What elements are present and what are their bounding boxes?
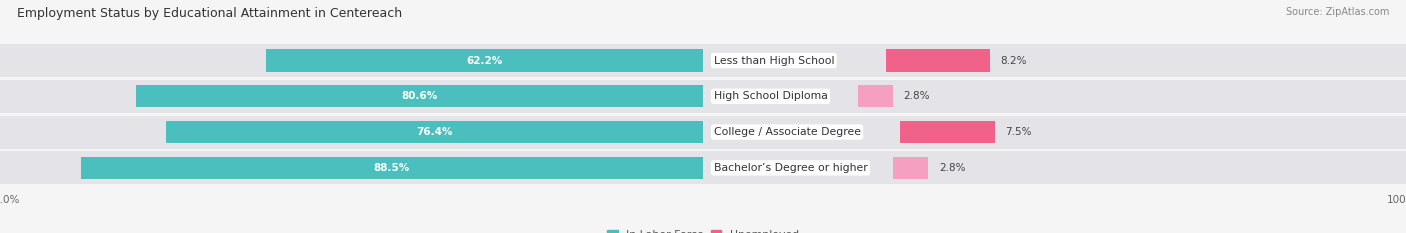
Text: 2.8%: 2.8% — [904, 91, 931, 101]
Text: 80.6%: 80.6% — [402, 91, 437, 101]
Bar — [703, 44, 1406, 77]
Text: Source: ZipAtlas.com: Source: ZipAtlas.com — [1285, 7, 1389, 17]
Bar — [166, 121, 703, 143]
Text: Employment Status by Educational Attainment in Centereach: Employment Status by Educational Attainm… — [17, 7, 402, 20]
Bar — [893, 157, 928, 179]
Bar — [0, 151, 703, 184]
Bar — [703, 151, 1406, 184]
Text: 62.2%: 62.2% — [467, 55, 502, 65]
Bar — [0, 44, 703, 77]
Bar — [900, 121, 995, 143]
Text: 8.2%: 8.2% — [1000, 55, 1026, 65]
Bar — [82, 157, 703, 179]
Bar — [886, 49, 990, 72]
Bar — [0, 116, 703, 148]
Text: Less than High School: Less than High School — [713, 55, 834, 65]
Legend: In Labor Force, Unemployed: In Labor Force, Unemployed — [603, 225, 803, 233]
Text: 88.5%: 88.5% — [374, 163, 411, 173]
Bar — [858, 85, 893, 107]
Text: College / Associate Degree: College / Associate Degree — [713, 127, 860, 137]
Bar — [266, 49, 703, 72]
Bar — [0, 80, 703, 113]
Bar — [703, 80, 1406, 113]
Text: 2.8%: 2.8% — [939, 163, 966, 173]
Text: Bachelor’s Degree or higher: Bachelor’s Degree or higher — [713, 163, 868, 173]
Text: 7.5%: 7.5% — [1005, 127, 1032, 137]
Bar — [136, 85, 703, 107]
Bar — [703, 116, 1406, 148]
Text: 76.4%: 76.4% — [416, 127, 453, 137]
Text: High School Diploma: High School Diploma — [713, 91, 827, 101]
